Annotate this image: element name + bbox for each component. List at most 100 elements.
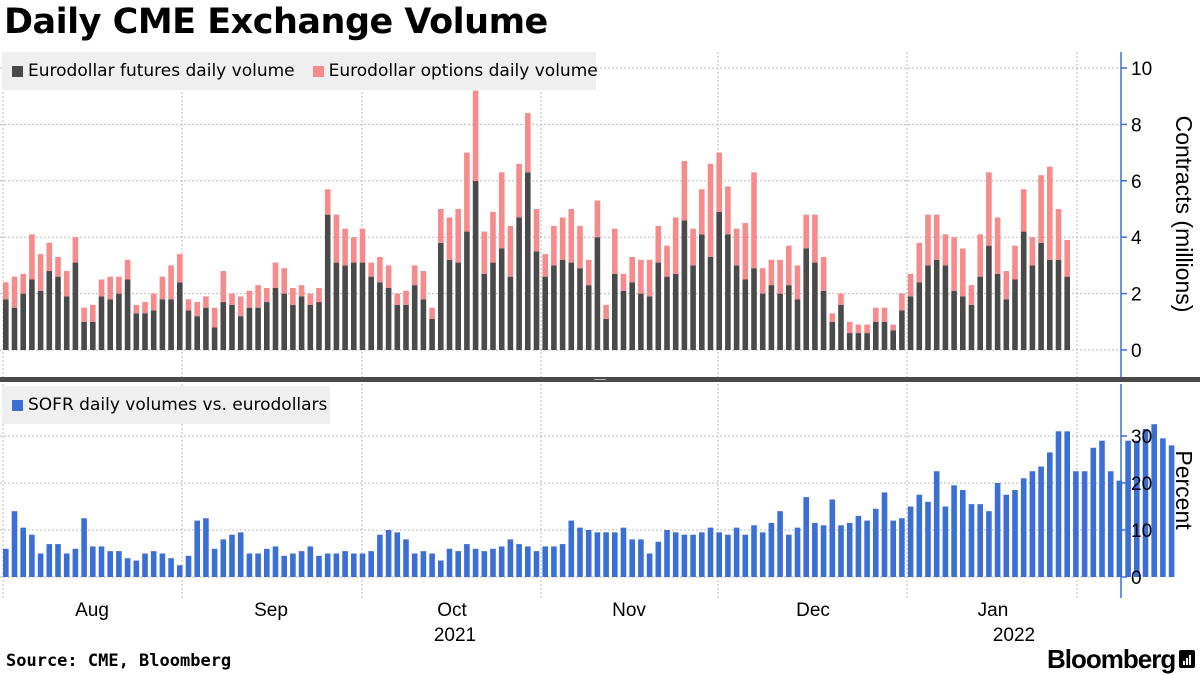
brand-logo: Bloomberg [1047, 644, 1176, 674]
sofr-bar [281, 555, 287, 577]
options-bar [533, 209, 540, 252]
sofr-bar [438, 560, 444, 577]
sofr-bar [646, 553, 653, 577]
futures-bar [237, 316, 244, 350]
options-bar [777, 259, 783, 294]
sofr-bar [1151, 424, 1157, 577]
options-bar [168, 265, 174, 300]
futures-bar [759, 293, 766, 350]
options-bar [525, 113, 531, 173]
sofr-bar [20, 527, 26, 577]
futures-bar [577, 268, 583, 350]
futures-bar [63, 296, 70, 350]
futures-bar [37, 290, 44, 350]
sofr-bar [916, 494, 923, 577]
axes: 0 2 4 6 8 10 0 10 20 30 Contracts (millions) Percen… [0, 52, 1200, 646]
futures-bar [751, 268, 757, 350]
options-bar [881, 307, 888, 322]
options-bar [411, 265, 418, 286]
futures-bar [994, 273, 1001, 350]
sofr-bar [298, 551, 305, 577]
options-bar [1047, 166, 1053, 260]
sofr-bar [690, 534, 696, 577]
y-tick-label: 6 [1131, 172, 1142, 193]
sofr-bar [873, 508, 879, 577]
sofr-bar [855, 515, 862, 577]
options-bar [237, 296, 244, 317]
options-bar [203, 296, 209, 308]
sofr-bar [368, 551, 374, 577]
futures-bar [742, 279, 749, 350]
sofr-bar [1168, 445, 1175, 577]
options-bar [446, 217, 453, 260]
futures-bar [98, 296, 105, 350]
sofr-bar [1029, 471, 1036, 577]
terminal-icon [1179, 650, 1195, 668]
sofr-bar [107, 551, 113, 577]
sofr-bar [820, 525, 827, 577]
futures-bar [716, 211, 722, 350]
futures-bar [516, 217, 522, 350]
futures-bar [438, 242, 444, 350]
options-bar [438, 209, 444, 243]
options-bar [786, 245, 792, 286]
sofr-bar [742, 534, 749, 577]
options-bar [986, 172, 992, 246]
sofr-bar [264, 548, 270, 577]
futures-bar [690, 265, 696, 350]
sofr-bar [1142, 428, 1149, 577]
options-bar [716, 152, 722, 212]
options-bar [899, 293, 905, 311]
options-bar [159, 276, 166, 300]
options-bar [177, 254, 183, 283]
futures-bar [55, 276, 61, 350]
futures-bar [342, 265, 348, 350]
y-tick-label: 10 [1131, 521, 1152, 542]
futures-bar [298, 296, 305, 350]
options-bar [403, 290, 409, 305]
sofr-bar [420, 551, 427, 577]
sofr-bar [733, 527, 740, 577]
options-bar [942, 234, 949, 266]
options-bar [672, 217, 679, 274]
futures-bar [594, 237, 601, 350]
sofr-bar [316, 555, 322, 577]
options-swatch-icon [312, 65, 324, 77]
options-bar [925, 214, 931, 266]
sofr-bar [116, 551, 122, 577]
futures-bar [1064, 276, 1070, 350]
futures-bar [542, 276, 548, 350]
y-tick-label: 20 [1131, 474, 1152, 495]
sofr-bar [220, 539, 227, 577]
futures-bar [620, 290, 627, 350]
sofr-bar [803, 497, 809, 577]
options-bar [246, 290, 253, 308]
futures-bar [498, 248, 505, 350]
sofr-bar [603, 532, 609, 577]
futures-bar [72, 262, 79, 350]
options-bar [420, 271, 427, 300]
options-bar [37, 254, 44, 291]
sofr-bar [986, 511, 992, 577]
sofr-bar [629, 539, 635, 577]
sofr-bar [707, 527, 714, 577]
sofr-bar [638, 539, 644, 577]
futures-bar [194, 316, 200, 350]
options-bar [72, 237, 79, 263]
futures-bar [403, 304, 409, 350]
sofr-bar [551, 546, 557, 577]
futures-bar [133, 313, 140, 350]
futures-bar [142, 313, 148, 350]
futures-bar [11, 307, 18, 350]
sofr-bar [472, 548, 479, 577]
options-bar [933, 214, 940, 260]
futures-bar [951, 290, 957, 350]
sofr-bar [542, 546, 548, 577]
futures-bar [290, 304, 296, 350]
options-bar [385, 265, 392, 288]
futures-bar [1055, 259, 1062, 350]
futures-bar [377, 282, 383, 350]
futures-bar [124, 279, 131, 350]
sofr-bar [716, 532, 722, 577]
options-bar [707, 163, 714, 257]
